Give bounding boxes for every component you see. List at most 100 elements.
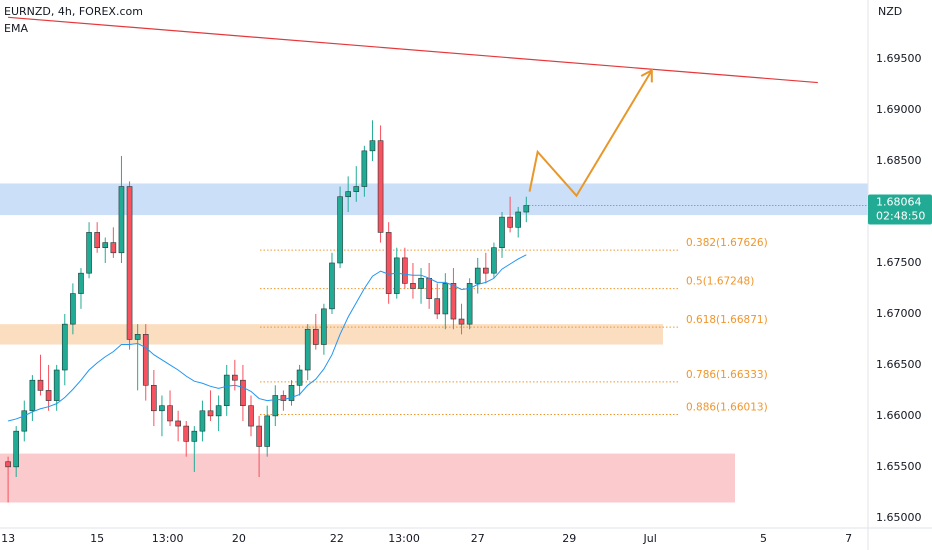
y-tick-label: 1.65500	[876, 460, 922, 473]
candle-body	[102, 242, 109, 248]
candle-body	[13, 430, 20, 468]
candle-body	[466, 283, 473, 325]
candle-body	[215, 405, 222, 417]
projection-path	[528, 69, 653, 198]
x-tick-label: 22	[330, 532, 344, 545]
candle-body	[353, 186, 360, 192]
candle-body	[499, 216, 505, 248]
x-tick-label: 20	[232, 532, 246, 545]
candle-body	[151, 384, 157, 412]
candle-body	[21, 410, 28, 432]
candle-body	[223, 374, 230, 406]
candle-body	[450, 283, 457, 320]
candle-body	[491, 247, 497, 274]
candle-body	[321, 308, 327, 345]
zone	[0, 324, 663, 345]
y-tick-label: 1.68500	[876, 154, 922, 167]
candle-body	[37, 379, 44, 391]
candle-body	[507, 216, 513, 228]
ema-line	[7, 254, 527, 422]
fib-label: 0.786(1.66333)	[686, 369, 768, 381]
candle-body	[167, 405, 173, 422]
x-tick-label: 15	[90, 532, 104, 545]
candle-body	[199, 410, 206, 432]
candle-body	[134, 334, 141, 340]
candle-body	[45, 390, 52, 401]
candle-body	[418, 277, 424, 289]
candle-body	[474, 267, 481, 284]
candle-body	[86, 232, 92, 274]
y-tick-label: 1.66500	[876, 358, 922, 371]
candle-body	[402, 257, 408, 284]
fib-label: 0.382(1.67626)	[686, 237, 768, 249]
y-tick-label: 1.69000	[876, 103, 922, 116]
candle-body	[483, 267, 489, 274]
price-tag-countdown: 02:48:50	[876, 209, 925, 222]
candle-body	[296, 369, 303, 386]
x-tick-label: 27	[471, 532, 485, 545]
x-tick-label: 13:00	[152, 532, 184, 545]
candle-body	[304, 328, 311, 371]
candle-body	[5, 461, 11, 468]
candle-body	[288, 384, 295, 401]
candle-body	[337, 196, 343, 264]
candle-body	[142, 334, 149, 386]
y-tick-label: 1.65000	[876, 511, 922, 524]
candle-body	[385, 232, 392, 294]
x-tick-label: 13:00	[388, 532, 420, 545]
candle-body	[78, 272, 84, 294]
fib-label: 0.5(1.67248)	[686, 276, 754, 288]
fib-label: 0.618(1.66871)	[686, 314, 768, 326]
candle-body	[207, 410, 214, 417]
x-tick-label: 29	[562, 532, 576, 545]
fib-label: 0.886(1.66013)	[686, 402, 768, 414]
candle-body	[191, 430, 198, 442]
candle-body	[312, 328, 319, 345]
x-tick-label: 7	[845, 532, 852, 545]
candle-body	[369, 140, 376, 152]
candle-body	[240, 379, 246, 406]
candle-body	[248, 405, 254, 427]
trendline	[8, 16, 818, 84]
arrow-head	[640, 68, 653, 83]
candle-body	[329, 262, 335, 310]
zone	[0, 453, 735, 503]
indicator-label: EMA	[4, 22, 28, 35]
price-tag	[868, 194, 932, 225]
candle-body	[272, 395, 279, 417]
candle-body	[361, 150, 368, 187]
candle-body	[523, 205, 530, 213]
currency-label: NZD	[878, 5, 902, 18]
candle-body	[126, 186, 133, 340]
candle-body	[393, 257, 400, 294]
price-tag-value: 1.68064	[876, 195, 922, 208]
candle-body	[53, 369, 60, 401]
candle-body	[183, 425, 190, 442]
candle-body	[410, 283, 416, 289]
y-tick-label: 1.66000	[876, 409, 922, 422]
candle-body	[29, 379, 36, 412]
candle-body	[426, 277, 432, 299]
x-tick-label: 5	[760, 532, 767, 545]
y-tick-label: 1.67500	[876, 256, 922, 269]
candle-body	[256, 425, 262, 447]
zone	[0, 183, 868, 216]
candle-body	[232, 374, 238, 381]
x-tick-label: Jul	[643, 532, 657, 545]
candle-body	[280, 395, 287, 401]
candle-body	[515, 211, 522, 228]
x-tick-label: 13	[1, 532, 15, 545]
candle-body	[70, 293, 76, 325]
candle-body	[345, 191, 351, 198]
candle-body	[94, 232, 100, 248]
candle-body	[118, 186, 125, 254]
candle-body	[175, 420, 181, 427]
chart-title: EURNZD, 4h, FOREX.com	[4, 5, 143, 18]
candle-body	[377, 140, 384, 233]
candle-body	[458, 318, 465, 325]
candle-body	[264, 415, 271, 447]
y-tick-label: 1.69500	[876, 52, 922, 65]
candle-body	[61, 323, 68, 371]
candle-body	[442, 283, 449, 315]
